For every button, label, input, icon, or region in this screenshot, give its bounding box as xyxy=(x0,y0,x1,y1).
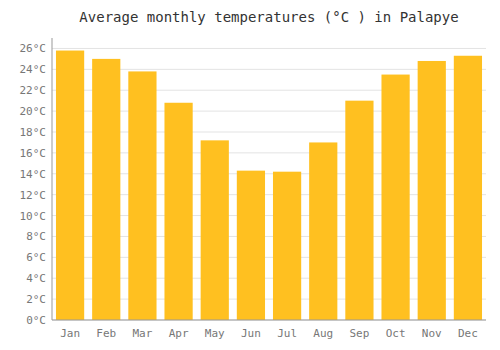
x-tick-label: May xyxy=(205,327,225,340)
y-tick-label: 22°C xyxy=(20,84,47,97)
y-tick-label: 14°C xyxy=(20,168,47,181)
x-tick-label: Nov xyxy=(422,327,442,340)
x-tick-label: Jan xyxy=(60,327,80,340)
y-tick-label: 8°C xyxy=(26,230,46,243)
bar xyxy=(201,140,229,320)
y-tick-label: 10°C xyxy=(20,210,47,223)
y-tick-label: 2°C xyxy=(26,293,46,306)
bar xyxy=(418,61,446,320)
x-tick-label: Feb xyxy=(96,327,116,340)
x-axis-line xyxy=(52,320,486,321)
x-tick-label: Jul xyxy=(277,327,297,340)
y-tick-label: 12°C xyxy=(20,189,47,202)
y-tick-label: 4°C xyxy=(26,272,46,285)
bars xyxy=(56,51,482,320)
grid xyxy=(52,48,486,320)
chart: Average monthly temperatures (°C ) in Pa… xyxy=(0,0,500,350)
bar xyxy=(128,71,156,320)
y-axis-line xyxy=(52,38,53,320)
bar xyxy=(309,142,337,320)
x-tick-label: Jun xyxy=(241,327,261,340)
bar xyxy=(454,56,482,320)
bar xyxy=(273,172,301,320)
y-tick-label: 26°C xyxy=(20,42,47,55)
grid-line xyxy=(52,320,486,321)
bar xyxy=(92,59,120,320)
bar xyxy=(237,171,265,320)
x-tick-label: Apr xyxy=(169,327,189,340)
bar xyxy=(56,51,84,320)
y-tick-label: 18°C xyxy=(20,126,47,139)
x-tick-label: Oct xyxy=(386,327,406,340)
y-tick-label: 0°C xyxy=(26,314,46,327)
x-tick-label: Aug xyxy=(313,327,333,340)
y-tick-label: 20°C xyxy=(20,105,47,118)
bar xyxy=(345,101,373,320)
y-tick-label: 24°C xyxy=(20,63,47,76)
bar xyxy=(164,103,192,320)
grid-line xyxy=(52,48,486,49)
x-tick-label: Mar xyxy=(132,327,152,340)
bar xyxy=(381,75,409,320)
y-tick-label: 16°C xyxy=(20,147,47,160)
title: Average monthly temperatures (°C ) in Pa… xyxy=(79,9,458,25)
x-tick-label: Dec xyxy=(458,327,478,340)
x-tick-label: Sep xyxy=(349,327,369,340)
y-tick-label: 6°C xyxy=(26,251,46,264)
